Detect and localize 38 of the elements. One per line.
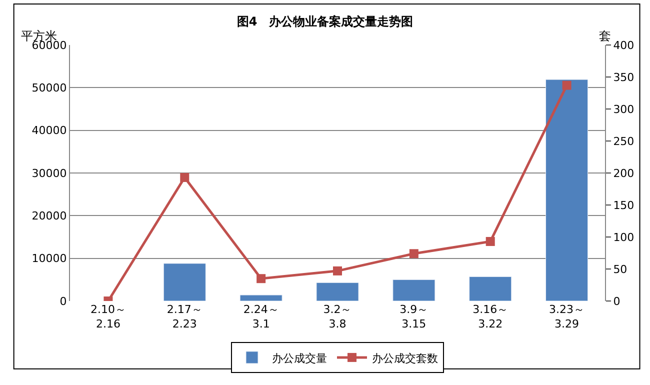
chart-title: 图4 办公物业备案成交量走势图: [236, 14, 414, 29]
y-tick-label: 40000: [32, 124, 67, 138]
y2-tick-label: 150: [613, 198, 634, 212]
x-tick-label: 2.10～ 2.16: [90, 303, 126, 330]
x-tick-label: 3.9～ 3.15: [400, 303, 428, 330]
x-tick-label: 3.23～ 3.29: [549, 303, 585, 330]
legend-label: 办公成交量: [272, 352, 327, 365]
y2-tick-label: 300: [613, 102, 634, 116]
bar: [392, 279, 436, 301]
y2-tick-label: 200: [613, 166, 634, 180]
y-tick-label: 10000: [32, 252, 67, 266]
y-tick-label: 50000: [32, 82, 67, 95]
point: [180, 172, 190, 182]
legend-label: 办公成交套数: [372, 352, 438, 365]
y2-axis-title: 套: [599, 29, 611, 43]
x-tick-label: 2.24～ 3.1: [243, 303, 279, 330]
point: [486, 236, 495, 246]
y2-tick-label: 250: [613, 134, 634, 148]
y2-tick-label: 0: [613, 294, 620, 308]
y2-tick-label: 50: [613, 262, 628, 276]
bar: [469, 276, 512, 301]
point: [409, 249, 418, 258]
point: [562, 80, 572, 90]
bar: [546, 79, 588, 301]
x-tick-label: 3.2～ 3.8: [323, 303, 352, 330]
y2-tick-label: 100: [613, 230, 634, 244]
y-tick-label: 0: [60, 294, 67, 308]
x-tick-label: 2.17～ 2.23: [166, 303, 202, 330]
point: [333, 266, 342, 276]
y2-tick-label: 350: [613, 70, 634, 84]
bar: [240, 294, 282, 301]
point: [256, 274, 266, 284]
bar: [163, 263, 206, 301]
y-tick-label: 30000: [32, 166, 67, 180]
y2-tick-label: 400: [613, 38, 634, 52]
x-tick-label: 3.16～ 3.22: [472, 303, 508, 330]
bar: [316, 282, 359, 301]
y-tick-label: 20000: [32, 210, 67, 223]
